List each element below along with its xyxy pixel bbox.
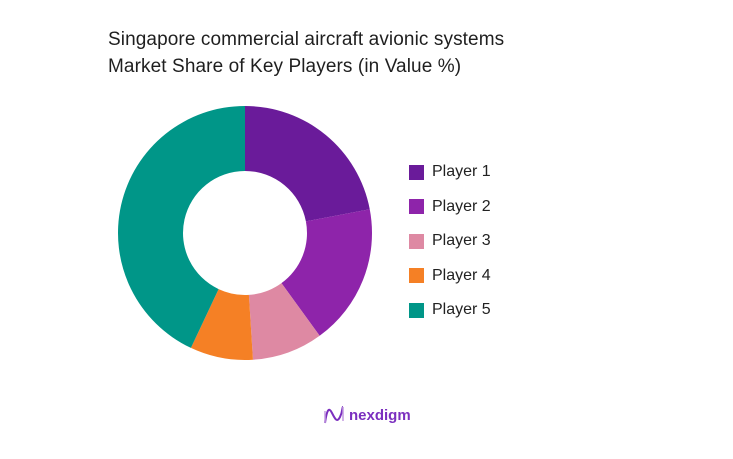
logo-text: nexdigm: [349, 406, 411, 424]
legend-item-3: Player 3: [409, 224, 491, 259]
legend-label: Player 2: [432, 197, 491, 215]
donut-slice-player-1: [245, 106, 370, 222]
legend-swatch-icon: [409, 164, 424, 180]
legend-label: Player 4: [432, 266, 491, 284]
legend-label: Player 1: [432, 163, 491, 181]
donut-slice-player-4: [190, 289, 253, 360]
legend-label: Player 3: [432, 232, 491, 250]
donut-chart: [117, 106, 372, 360]
donut-slice-player-3: [248, 283, 320, 360]
legend-item-4: Player 4: [409, 259, 491, 294]
nexdigm-wave-icon: [324, 406, 344, 424]
legend-swatch-icon: [409, 302, 424, 318]
chart-title-line1: Singapore commercial aircraft avionic sy…: [108, 29, 505, 50]
donut-slice-player-2: [281, 209, 372, 336]
donut-slice-player-5: [117, 106, 245, 348]
legend-swatch-icon: [409, 199, 424, 215]
legend-swatch-icon: [409, 233, 424, 249]
chart-title-line2: Market Share of Key Players (in Value %): [108, 56, 462, 77]
legend-label: Player 5: [432, 301, 491, 319]
legend-item-5: Player 5: [409, 293, 491, 328]
brand-logo: nexdigm: [323, 405, 411, 425]
chart-legend: Player 1 Player 2 Player 3 Player 4 Player 5: [409, 155, 491, 328]
chart-title: Singapore commercial aircraft avionic sy…: [108, 26, 504, 80]
legend-item-1: Player 1: [409, 155, 491, 190]
legend-swatch-icon: [409, 268, 424, 284]
legend-item-2: Player 2: [409, 190, 491, 225]
